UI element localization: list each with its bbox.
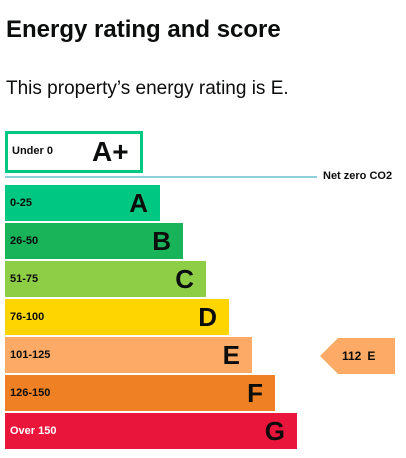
band-range-label: 0-25 [10, 197, 33, 209]
band-d: 76-100 D [5, 299, 229, 335]
current-letter: E [367, 349, 376, 363]
band-range-label: 126-150 [10, 387, 51, 399]
arrow-shape-icon [320, 338, 395, 374]
current-rating-arrow: 112 E [320, 338, 395, 374]
current-rating-text: 112 E [342, 349, 375, 363]
rating-summary: This property’s energy rating is E. [6, 78, 289, 99]
band-f: 126-150 F [5, 375, 275, 411]
net-zero-line [5, 176, 317, 178]
current-arrow-fill [320, 338, 395, 374]
band-a: 0-25 A [5, 185, 160, 221]
band-b: 26-50 B [5, 223, 183, 259]
page-title: Energy rating and score [6, 16, 281, 43]
band-letter: D [198, 302, 217, 332]
band-range-label: 101-125 [10, 349, 51, 361]
band-range-label: 51-75 [10, 273, 39, 285]
band-letter: E [222, 340, 240, 370]
band-letter: C [175, 264, 194, 294]
band-range-label: 26-50 [10, 235, 39, 247]
net-zero-label: Net zero CO2 [323, 170, 393, 182]
band-letter: G [264, 416, 285, 446]
current-score: 112 [342, 349, 362, 363]
target-letter: A+ [92, 136, 129, 167]
band-letter: F [247, 378, 263, 408]
band-letter: A [129, 188, 148, 218]
band-e: 101-125 E [5, 337, 252, 373]
band-range-label: 76-100 [10, 311, 45, 323]
target-rating-box: Under 0 A+ [5, 131, 143, 173]
band-g: Over 150 G [5, 413, 297, 449]
band-range-label: Over 150 [10, 425, 57, 437]
target-range-label: Under 0 [12, 145, 53, 157]
band-letter: B [152, 226, 171, 256]
band-c: 51-75 C [5, 261, 206, 297]
